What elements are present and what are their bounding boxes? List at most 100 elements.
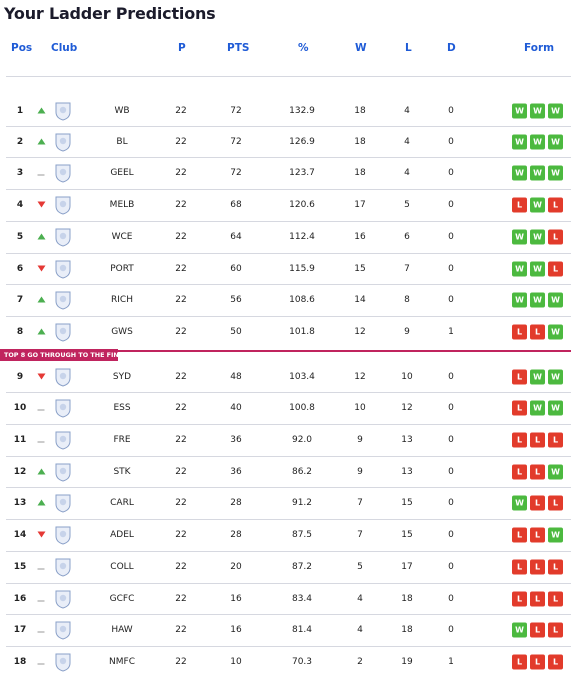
table-row[interactable]: 5 WCE 22 64 112.4 16 6 0 W W L [0, 221, 571, 252]
form-win-badge: W [548, 103, 563, 118]
percentage-cell: 83.4 [291, 593, 313, 604]
form-loss-badge: L [512, 432, 527, 447]
draws-cell: 0 [448, 371, 454, 382]
wins-cell: 18 [354, 136, 366, 147]
position-number: 13 [13, 497, 27, 508]
header-divider [6, 76, 571, 77]
form-win-badge: W [512, 292, 527, 307]
wins-cell: 7 [357, 529, 363, 540]
trend-up-icon [37, 106, 46, 115]
form-loss-badge: L [548, 495, 563, 510]
table-row[interactable]: 6 PORT 22 60 115.9 15 7 0 W W L [0, 253, 571, 284]
form-loss-badge: L [530, 495, 545, 510]
draws-cell: 0 [448, 529, 454, 540]
form-win-badge: W [530, 165, 545, 180]
table-row[interactable]: 15 COLL 22 20 87.2 5 17 0 L L L [0, 551, 571, 582]
position-number: 18 [13, 656, 27, 667]
table-row[interactable]: 2 BL 22 72 126.9 18 4 0 W W W [0, 126, 571, 157]
team-name: ESS [113, 402, 131, 413]
table-row[interactable]: 8 GWS 22 50 101.8 12 9 1 L L W [0, 316, 571, 347]
row-divider [6, 487, 571, 488]
percentage-cell: 100.8 [289, 402, 315, 413]
table-row[interactable]: 16 GCFC 22 16 83.4 4 18 0 L L L [0, 583, 571, 614]
form-win-badge: W [512, 103, 527, 118]
header-club[interactable]: Club [51, 42, 78, 54]
losses-cell: 9 [404, 326, 410, 337]
played-cell: 22 [175, 624, 187, 635]
percentage-cell: 132.9 [289, 105, 315, 116]
eagles-logo [54, 227, 72, 247]
played-cell: 22 [175, 593, 187, 604]
losses-cell: 4 [404, 167, 410, 178]
losses-cell: 7 [404, 263, 410, 274]
table-row[interactable]: 4 MELB 22 68 120.6 17 5 0 L W L [0, 189, 571, 220]
row-divider [6, 551, 571, 552]
losses-cell: 18 [401, 624, 413, 635]
trend-same-icon [37, 168, 46, 177]
wins-cell: 12 [354, 326, 366, 337]
points-cell: 64 [230, 231, 242, 242]
losses-cell: 15 [401, 497, 413, 508]
form-win-badge: W [530, 261, 545, 276]
header-losses[interactable]: L [405, 42, 412, 54]
trend-same-icon [37, 403, 46, 412]
form-loss-badge: L [512, 591, 527, 606]
trend-down-icon [37, 264, 46, 273]
finals-banner-prefix: TOP 8 [4, 351, 26, 359]
table-row[interactable]: 17 HAW 22 16 81.4 4 18 0 W L L [0, 614, 571, 645]
table-row[interactable]: 10 ESS 22 40 100.8 10 12 0 L W W [0, 392, 571, 423]
losses-cell: 12 [401, 402, 413, 413]
form-win-badge: W [512, 229, 527, 244]
percentage-cell: 120.6 [289, 199, 315, 210]
losses-cell: 15 [401, 529, 413, 540]
losses-cell: 8 [404, 294, 410, 305]
draws-cell: 0 [448, 402, 454, 413]
table-row[interactable]: 7 RICH 22 56 108.6 14 8 0 W W W [0, 284, 571, 315]
table-row[interactable]: 9 SYD 22 48 103.4 12 10 0 L W W [0, 361, 571, 392]
points-cell: 20 [230, 561, 242, 572]
percentage-cell: 123.7 [289, 167, 315, 178]
table-row[interactable]: 13 CARL 22 28 91.2 7 15 0 W L L [0, 487, 571, 518]
row-divider [6, 157, 571, 158]
row-divider [6, 221, 571, 222]
form-win-badge: W [548, 369, 563, 384]
table-row[interactable]: 12 STK 22 36 86.2 9 13 0 L L W [0, 456, 571, 487]
header-percentage[interactable]: % [298, 42, 309, 54]
position-number: 14 [13, 529, 27, 540]
draws-cell: 0 [448, 105, 454, 116]
points-cell: 48 [230, 371, 242, 382]
header-wins[interactable]: W [355, 42, 367, 54]
header-pos[interactable]: Pos [11, 42, 33, 54]
header-points[interactable]: PTS [227, 42, 250, 54]
position-number: 5 [16, 231, 24, 242]
points-cell: 50 [230, 326, 242, 337]
finals-banner: TOP 8 GO THROUGH TO THE FINALS! [0, 349, 571, 361]
draws-cell: 0 [448, 167, 454, 178]
wins-cell: 4 [357, 624, 363, 635]
trend-up-icon [37, 467, 46, 476]
draws-cell: 1 [448, 326, 454, 337]
played-cell: 22 [175, 497, 187, 508]
bulldogs-logo [54, 101, 72, 121]
points-cell: 40 [230, 402, 242, 413]
team-name: RICH [111, 294, 133, 305]
form-win-badge: W [548, 292, 563, 307]
table-row[interactable]: 14 ADEL 22 28 87.5 7 15 0 L L W [0, 519, 571, 550]
header-played[interactable]: P [178, 42, 186, 54]
form-loss-badge: L [548, 229, 563, 244]
table-row[interactable]: 3 GEEL 22 72 123.7 18 4 0 W W W [0, 157, 571, 188]
table-row[interactable]: 11 FRE 22 36 92.0 9 13 0 L L L [0, 424, 571, 455]
table-row[interactable]: 1 WB 22 72 132.9 18 4 0 W W W [0, 95, 571, 126]
wins-cell: 14 [354, 294, 366, 305]
page-title: Your Ladder Predictions [4, 4, 216, 23]
team-name: GWS [111, 326, 133, 337]
lions-logo [54, 132, 72, 152]
form-win-badge: W [548, 400, 563, 415]
percentage-cell: 91.2 [291, 497, 313, 508]
points-cell: 72 [230, 105, 242, 116]
header-draws[interactable]: D [447, 42, 456, 54]
table-row[interactable]: 18 NMFC 22 10 70.3 2 19 1 L L L [0, 646, 571, 677]
